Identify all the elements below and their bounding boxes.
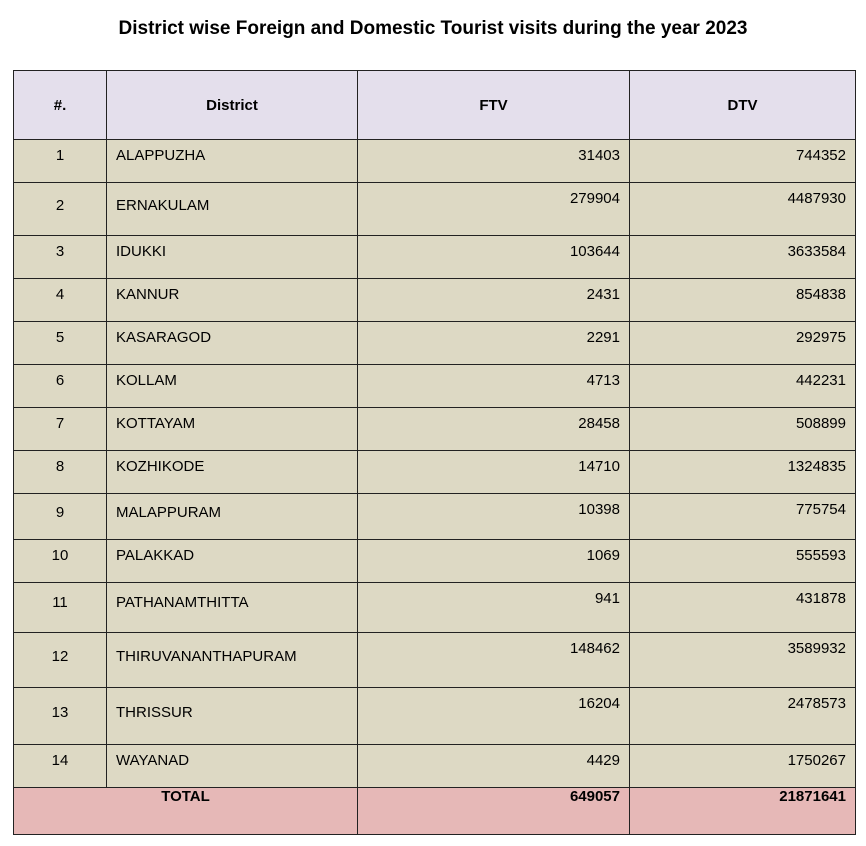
table-row: 4 KANNUR 2431 854838: [13, 278, 856, 322]
table-row: 3 IDUKKI 103644 3633584: [13, 235, 856, 279]
row-dtv: 744352: [629, 139, 856, 183]
row-dtv: 854838: [629, 278, 856, 322]
table-row: 2 ERNAKULAM 279904 4487930: [13, 182, 856, 236]
row-dtv: 775754: [629, 493, 856, 540]
total-dtv: 21871641: [629, 787, 856, 835]
row-dtv: 555593: [629, 539, 856, 583]
row-num: 2: [13, 182, 107, 236]
row-ftv: 279904: [357, 182, 630, 236]
row-district: IDUKKI: [106, 235, 358, 279]
row-dtv: 1750267: [629, 744, 856, 788]
row-ftv: 4429: [357, 744, 630, 788]
row-num: 9: [13, 493, 107, 540]
total-label: TOTAL: [13, 787, 358, 835]
row-ftv: 31403: [357, 139, 630, 183]
table-row: 8 KOZHIKODE 14710 1324835: [13, 450, 856, 494]
row-ftv: 4713: [357, 364, 630, 408]
row-ftv: 16204: [357, 687, 630, 745]
row-ftv: 148462: [357, 632, 630, 688]
header-ftv: FTV: [357, 70, 630, 140]
row-num: 1: [13, 139, 107, 183]
table-row: 10 PALAKKAD 1069 555593: [13, 539, 856, 583]
table-row: 13 THRISSUR 16204 2478573: [13, 687, 856, 745]
row-ftv: 941: [357, 582, 630, 633]
row-ftv: 2431: [357, 278, 630, 322]
row-district: KOTTAYAM: [106, 407, 358, 451]
row-ftv: 28458: [357, 407, 630, 451]
table-row: 1 ALAPPUZHA 31403 744352: [13, 139, 856, 183]
table-row: 9 MALAPPURAM 10398 775754: [13, 493, 856, 540]
row-dtv: 1324835: [629, 450, 856, 494]
row-district: KANNUR: [106, 278, 358, 322]
row-dtv: 3589932: [629, 632, 856, 688]
table-row: 7 KOTTAYAM 28458 508899: [13, 407, 856, 451]
header-num: #.: [13, 70, 107, 140]
row-dtv: 4487930: [629, 182, 856, 236]
row-district: THIRUVANANTHAPURAM: [106, 632, 358, 688]
row-district: MALAPPURAM: [106, 493, 358, 540]
table-row: 5 KASARAGOD 2291 292975: [13, 321, 856, 365]
row-dtv: 431878: [629, 582, 856, 633]
row-num: 11: [13, 582, 107, 633]
row-dtv: 508899: [629, 407, 856, 451]
table-row: 14 WAYANAD 4429 1750267: [13, 744, 856, 788]
header-district: District: [106, 70, 358, 140]
row-num: 6: [13, 364, 107, 408]
row-num: 14: [13, 744, 107, 788]
page-title: District wise Foreign and Domestic Touri…: [118, 18, 748, 39]
row-num: 12: [13, 632, 107, 688]
row-ftv: 10398: [357, 493, 630, 540]
row-num: 5: [13, 321, 107, 365]
row-ftv: 1069: [357, 539, 630, 583]
total-ftv: 649057: [357, 787, 630, 835]
row-ftv: 2291: [357, 321, 630, 365]
row-num: 10: [13, 539, 107, 583]
row-num: 8: [13, 450, 107, 494]
row-district: KOLLAM: [106, 364, 358, 408]
row-district: ERNAKULAM: [106, 182, 358, 236]
row-district: KOZHIKODE: [106, 450, 358, 494]
table-row: 12 THIRUVANANTHAPURAM 148462 3589932: [13, 632, 856, 688]
table-header-row: #. District FTV DTV: [13, 70, 856, 140]
table-row: 11 PATHANAMTHITTA 941 431878: [13, 582, 856, 633]
row-num: 3: [13, 235, 107, 279]
table-row: 6 KOLLAM 4713 442231: [13, 364, 856, 408]
row-num: 13: [13, 687, 107, 745]
row-district: PALAKKAD: [106, 539, 358, 583]
row-district: WAYANAD: [106, 744, 358, 788]
row-num: 7: [13, 407, 107, 451]
row-district: KASARAGOD: [106, 321, 358, 365]
row-ftv: 103644: [357, 235, 630, 279]
row-district: ALAPPUZHA: [106, 139, 358, 183]
header-dtv: DTV: [629, 70, 856, 140]
row-dtv: 442231: [629, 364, 856, 408]
row-dtv: 2478573: [629, 687, 856, 745]
tourist-visits-table: #. District FTV DTV 1 ALAPPUZHA 31403 74…: [13, 70, 856, 835]
row-district: PATHANAMTHITTA: [106, 582, 358, 633]
row-dtv: 292975: [629, 321, 856, 365]
row-district: THRISSUR: [106, 687, 358, 745]
row-dtv: 3633584: [629, 235, 856, 279]
total-row: TOTAL 649057 21871641: [13, 787, 856, 835]
row-num: 4: [13, 278, 107, 322]
row-ftv: 14710: [357, 450, 630, 494]
